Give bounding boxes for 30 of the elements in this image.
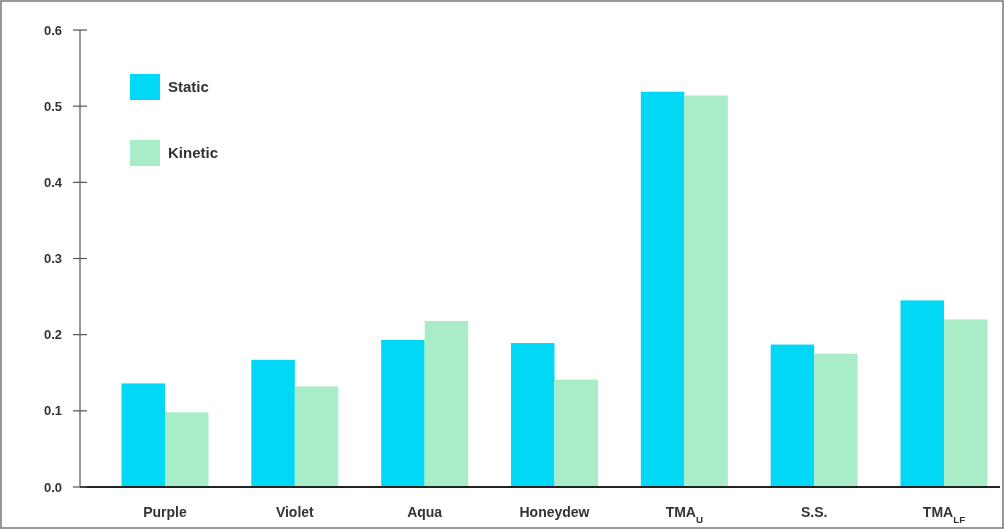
legend-label: Kinetic	[168, 144, 219, 162]
bar	[900, 300, 945, 487]
x-tick-label: TMA$_{U}$	[665, 504, 704, 525]
y-tick-label: 0.2	[43, 327, 62, 343]
bar	[770, 344, 815, 487]
y-tick-label: 0.5	[43, 98, 62, 114]
legend-label: Static	[168, 78, 209, 96]
bar	[424, 320, 469, 487]
x-tick-label: Violet	[275, 504, 315, 520]
bar	[294, 386, 339, 487]
y-tick-label: 0.4	[43, 174, 63, 190]
y-tick-label: 0.3	[43, 251, 62, 267]
x-tick-label: TMA$_{LF}$	[922, 504, 966, 525]
y-tick-label: 0.6	[43, 22, 62, 38]
bar	[684, 95, 728, 487]
bar	[121, 383, 165, 487]
bar	[640, 91, 685, 487]
bar	[251, 359, 295, 487]
x-tick-label: Aqua	[407, 504, 443, 520]
x-tick-label: Honeydew	[519, 504, 590, 520]
y-tick-label: 0.0	[43, 479, 62, 495]
bar	[814, 353, 858, 487]
x-tick-label: S.S.	[800, 504, 828, 520]
x-tick-label: Purple	[143, 504, 187, 520]
bar	[944, 319, 988, 487]
bar	[164, 412, 209, 487]
bar	[511, 343, 555, 487]
y-tick-label: 0.1	[43, 403, 62, 419]
bar	[554, 379, 598, 487]
bar	[381, 340, 425, 487]
